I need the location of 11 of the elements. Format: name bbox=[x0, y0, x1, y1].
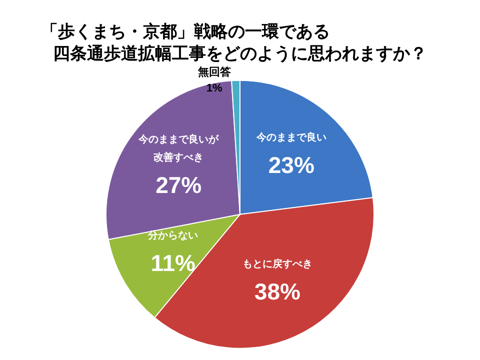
slice-label: 今のままで良い bbox=[255, 132, 326, 144]
data-label: 11% bbox=[150, 250, 196, 276]
slice-label: 今のままで良いが改善すべき bbox=[138, 133, 220, 164]
data-label: 1% bbox=[206, 82, 222, 94]
slice-label: 無回答 bbox=[196, 65, 232, 78]
chart-title: 「歩くまち・京都」戦略の一環である四条通歩道拡幅工事をどのように思われますか？ bbox=[41, 22, 427, 64]
slice-label: もとに戻すべき bbox=[242, 258, 312, 270]
slice-label: 分からない bbox=[147, 229, 198, 242]
data-label: 27% bbox=[156, 172, 202, 198]
data-label: 23% bbox=[268, 152, 314, 178]
data-label: 38% bbox=[254, 278, 300, 305]
